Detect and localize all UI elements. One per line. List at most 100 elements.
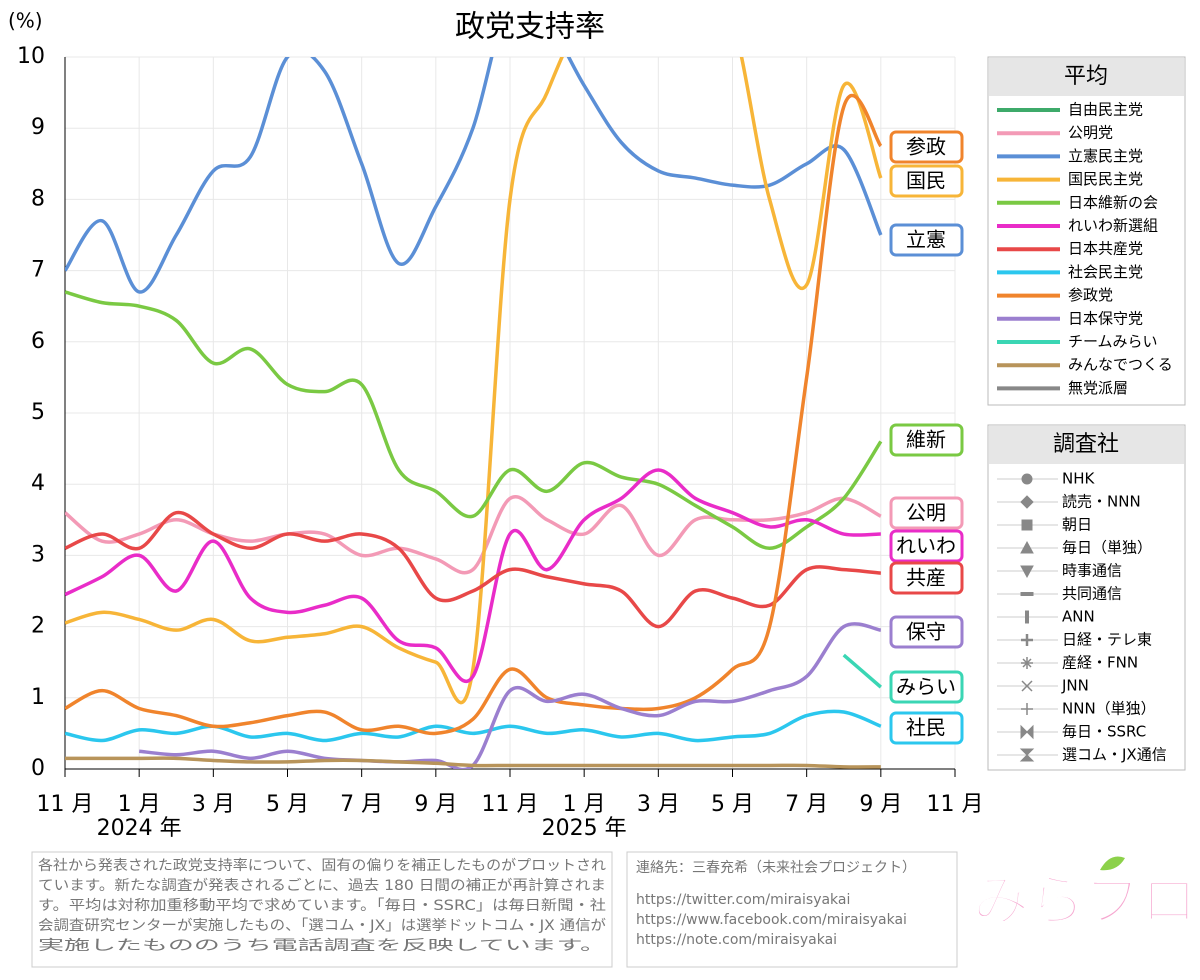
series-line bbox=[65, 94, 883, 736]
logo-leaf bbox=[1100, 856, 1125, 871]
legend-label: 参政党 bbox=[1068, 286, 1113, 304]
contact-line: https://twitter.com/miraisyakai bbox=[636, 892, 850, 908]
x-tick-label: 5 月 bbox=[266, 792, 309, 817]
series-line bbox=[65, 290, 883, 551]
year-label: 2025 年 bbox=[542, 816, 627, 841]
legend-label: 日本保守党 bbox=[1068, 309, 1143, 327]
y-tick-label: 10 bbox=[17, 44, 45, 69]
legend-header bbox=[989, 58, 1184, 96]
x-tick-label: 7 月 bbox=[340, 792, 383, 817]
series-line bbox=[842, 653, 882, 689]
end-label: 保守 bbox=[906, 620, 946, 644]
series-line bbox=[65, 494, 882, 575]
pollster-label: 時事通信 bbox=[1062, 562, 1122, 580]
legend-label: 無党派層 bbox=[1068, 379, 1128, 397]
plot-lines bbox=[65, 57, 883, 769]
pollster-marker bbox=[1022, 658, 1032, 668]
end-label: 社民 bbox=[906, 716, 946, 740]
legend-label: 国民民主党 bbox=[1068, 170, 1143, 188]
end-label: 国民 bbox=[906, 169, 946, 193]
note-box bbox=[31, 851, 613, 968]
end-label-box bbox=[889, 615, 964, 649]
series-line bbox=[65, 510, 882, 629]
y-tick-label: 0 bbox=[31, 756, 45, 781]
logo: みらプロ bbox=[973, 869, 1197, 934]
pollster-label: 共同通信 bbox=[1062, 585, 1122, 603]
pollster-marker bbox=[1020, 565, 1034, 579]
pollster-marker bbox=[1025, 610, 1029, 624]
end-label: 参政 bbox=[906, 135, 946, 159]
legend-label: 自由民主党 bbox=[1068, 101, 1143, 119]
end-label-box bbox=[889, 223, 964, 257]
legend-label: チームみらい bbox=[1068, 333, 1158, 351]
y-tick-label: 5 bbox=[31, 400, 45, 425]
year-label: 2024 年 bbox=[97, 816, 182, 841]
x-tick-label: 1 月 bbox=[563, 792, 606, 817]
pollster-marker bbox=[1020, 724, 1034, 740]
series-line bbox=[65, 57, 883, 294]
x-tick-label: 11 月 bbox=[927, 792, 984, 817]
y-tick-label: 7 bbox=[31, 258, 45, 283]
note-line: ています。新たな調査が発表されるごとに、過去 180 日間の補正が再計算されま bbox=[38, 878, 606, 894]
end-label-box bbox=[889, 496, 964, 530]
end-label: 立憲 bbox=[906, 228, 946, 252]
pollster-label: 毎日・SSRC bbox=[1062, 723, 1146, 741]
legend-title: 平均 bbox=[1064, 64, 1108, 89]
x-tick-label: 7 月 bbox=[785, 792, 828, 817]
pollster-label: 毎日（単独） bbox=[1062, 539, 1152, 557]
pollster-label: 日経・テレ東 bbox=[1062, 631, 1152, 649]
x-tick-label: 9 月 bbox=[859, 792, 902, 817]
contact-line: https://www.facebook.com/miraisyakai bbox=[636, 912, 907, 928]
pollster-label: NHK bbox=[1062, 470, 1096, 488]
x-tick-label: 11 月 bbox=[37, 792, 94, 817]
note-line: 実施したもののうち電話調査を反映しています。 bbox=[38, 937, 606, 954]
end-label-box bbox=[889, 529, 964, 563]
pollster-box bbox=[987, 424, 1186, 771]
legend-label: 日本共産党 bbox=[1068, 240, 1143, 258]
pollster-label: 選コム・JX通信 bbox=[1062, 746, 1167, 764]
x-tick-label: 3 月 bbox=[637, 792, 680, 817]
pollster-label: 産経・FNN bbox=[1062, 654, 1138, 672]
note-line: 会調査研究センターが実施したもの、「選コム・JX」は選挙ドットコム・JX 通信が bbox=[38, 918, 606, 934]
end-label-box bbox=[889, 164, 964, 198]
legend-label: 立憲民主党 bbox=[1068, 147, 1143, 165]
pollster-label: NNN（単独） bbox=[1062, 700, 1156, 718]
legend-label: みんなでつくる bbox=[1068, 356, 1173, 374]
series-line bbox=[65, 756, 881, 769]
pollster-marker bbox=[1021, 473, 1033, 485]
end-label: れいわ bbox=[896, 534, 956, 558]
series-line bbox=[65, 709, 882, 743]
legend-label: れいわ新選組 bbox=[1068, 217, 1158, 235]
legend-label: 公明党 bbox=[1068, 124, 1113, 142]
y-tick-label: 3 bbox=[31, 542, 45, 567]
pollster-marker bbox=[1021, 519, 1033, 531]
y-tick-label: 4 bbox=[31, 471, 45, 496]
y-tick-label: 8 bbox=[31, 186, 45, 211]
series-line bbox=[65, 468, 881, 683]
pollster-marker bbox=[1019, 748, 1035, 762]
pollster-title: 調査社 bbox=[1053, 432, 1119, 457]
pollster-marker bbox=[1021, 680, 1033, 692]
x-tick-label: 5 月 bbox=[711, 792, 754, 817]
pollster-label: JNN bbox=[1061, 677, 1089, 695]
pollster-marker bbox=[1020, 540, 1034, 554]
note-line: す。平均は対称加重移動平均で求めています。「毎日・SSRC」は毎日新聞・社 bbox=[38, 898, 606, 914]
pollster-label: 読売・NNN bbox=[1062, 493, 1141, 511]
contact-line: https://note.com/miraisyakai bbox=[636, 932, 837, 948]
end-label-box bbox=[889, 670, 964, 704]
chart-title: 政党支持率 bbox=[455, 10, 605, 45]
pollster-marker bbox=[1020, 495, 1034, 509]
x-tick-label: 9 月 bbox=[414, 792, 457, 817]
legend-box bbox=[987, 56, 1186, 406]
end-label: 公明 bbox=[906, 501, 946, 525]
contact-box bbox=[626, 851, 958, 968]
end-label: みらい bbox=[896, 675, 956, 699]
legend-label: 社会民主党 bbox=[1068, 263, 1143, 281]
end-label: 共産 bbox=[906, 566, 946, 590]
legend-label: 日本維新の会 bbox=[1068, 193, 1158, 211]
y-axis-label: (%) bbox=[8, 9, 43, 33]
y-tick-label: 1 bbox=[31, 685, 45, 710]
pollster-header bbox=[989, 426, 1184, 464]
note-line: 各社から発表された政党支持率について、固有の偏りを補正したものがプロットされ bbox=[38, 857, 606, 874]
